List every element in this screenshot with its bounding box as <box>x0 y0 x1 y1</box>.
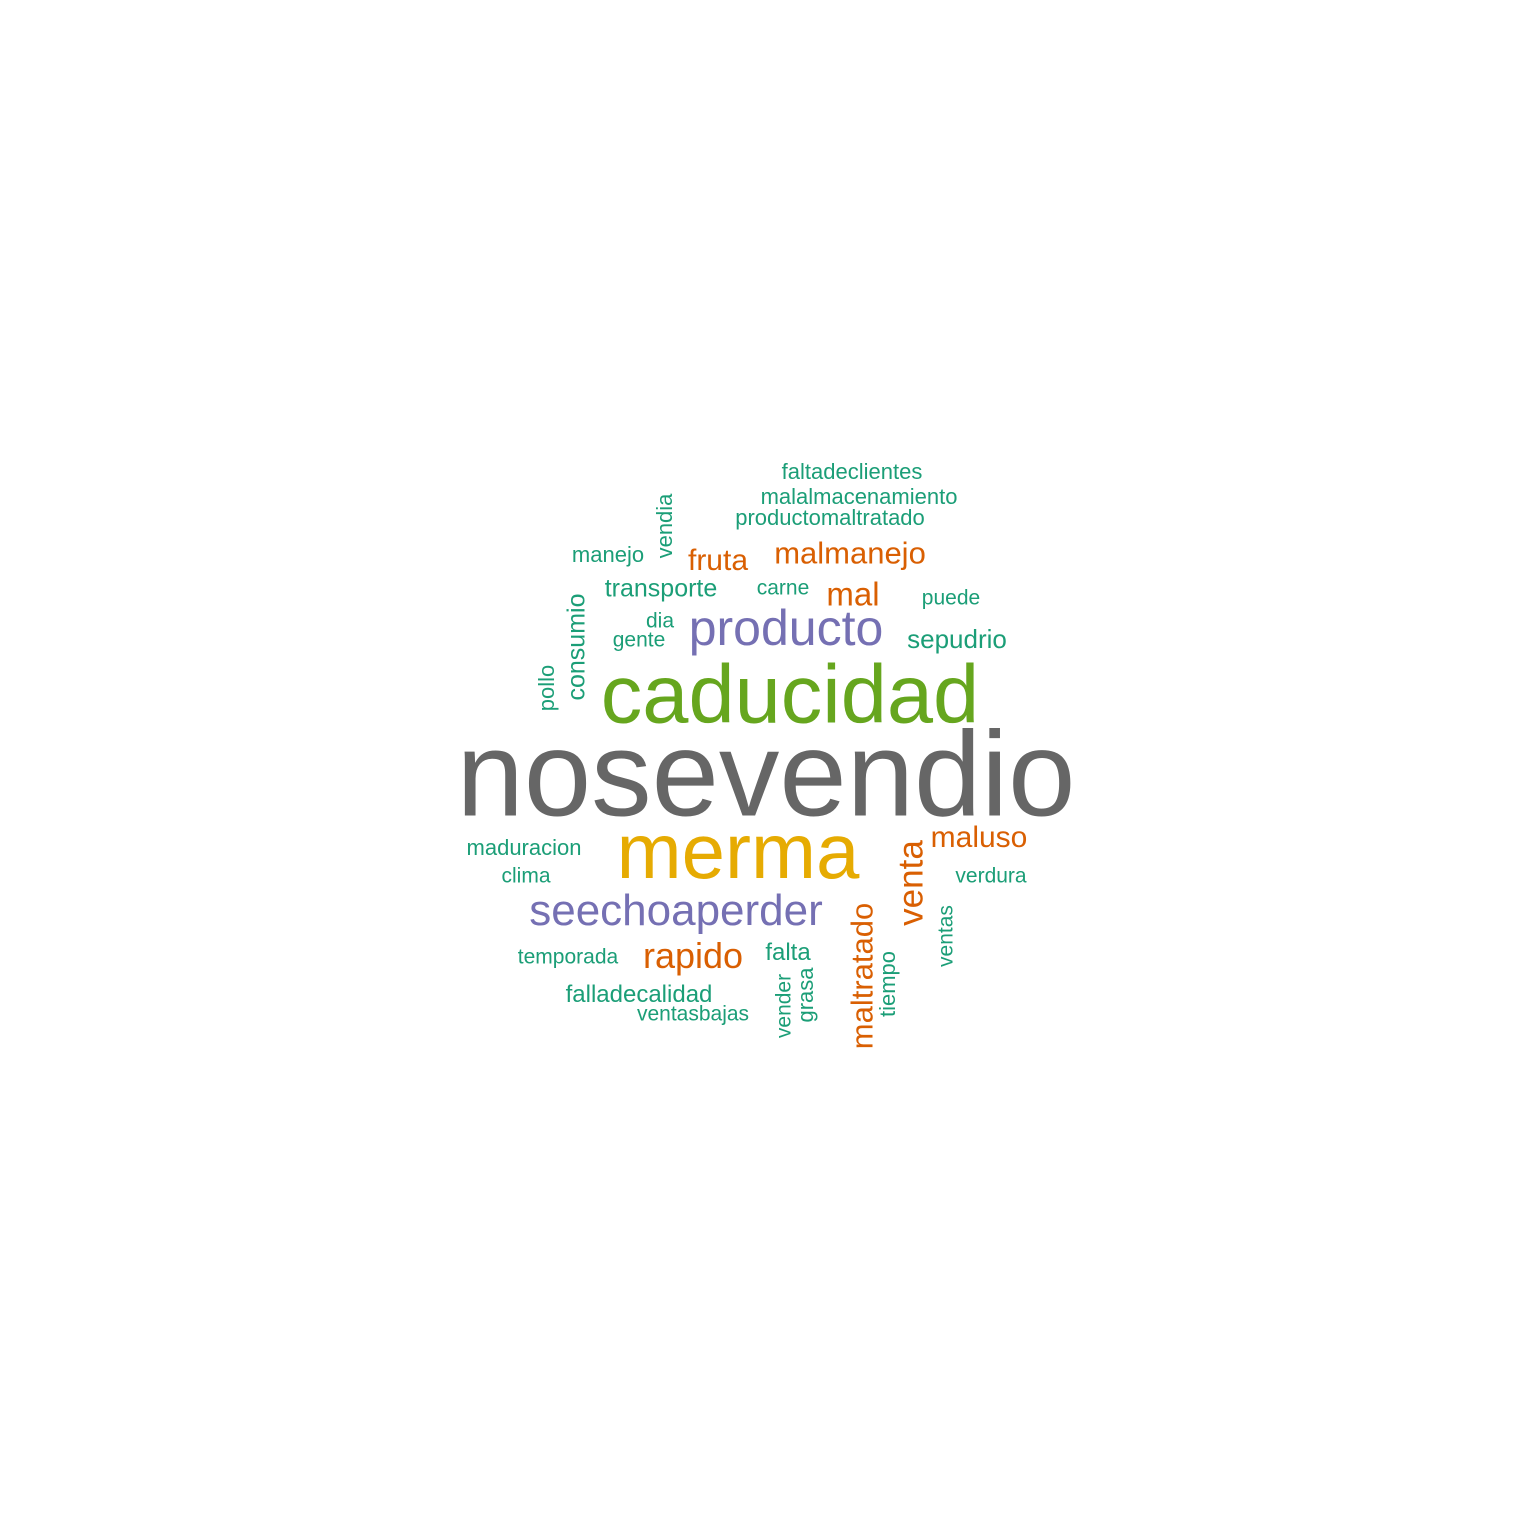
word-carne: carne <box>756 576 810 600</box>
word-sepudrio: sepudrio <box>907 624 1007 654</box>
word-temporada: temporada <box>517 945 619 969</box>
word-productomaltratado: productomaltratado <box>735 505 925 530</box>
word-merma: merma <box>616 807 860 895</box>
word-consumio: consumio <box>562 593 591 701</box>
word-ventas: ventas <box>934 905 958 967</box>
word-fruta: fruta <box>687 544 749 577</box>
word-falladecalidad: falladecalidad <box>565 981 713 1008</box>
word-gente: gente <box>612 628 666 652</box>
word-venta: venta <box>891 840 931 926</box>
word-caducidad: caducidad <box>600 647 980 741</box>
word-falta: falta <box>765 939 811 966</box>
word-nosevendio: nosevendio <box>456 705 1076 842</box>
word-transporte: transporte <box>604 574 718 603</box>
word-ventasbajas: ventasbajas <box>636 1002 750 1026</box>
word-maduracion: maduracion <box>466 835 582 860</box>
word-rapido: rapido <box>642 935 744 976</box>
word-vendia: vendia <box>652 493 677 559</box>
word-malmanejo: malmanejo <box>774 535 926 571</box>
word-producto: producto <box>688 600 884 656</box>
word-pollo: pollo <box>534 664 559 712</box>
word-mal: mal <box>826 575 880 613</box>
word-tiempo: tiempo <box>875 950 900 1018</box>
word-vender: vender <box>772 973 796 1039</box>
word-maluso: maluso <box>930 821 1028 854</box>
word-maltratado: maltratado <box>844 902 880 1050</box>
word-malalmacenamiento: malalmacenamiento <box>760 484 958 509</box>
word-manejo: manejo <box>571 542 645 567</box>
word-seechoaperder: seechoaperder <box>529 886 823 935</box>
word-faltadeclientes: faltadeclientes <box>781 459 923 484</box>
word-grasa: grasa <box>793 967 818 1023</box>
word-dia: dia <box>645 609 675 633</box>
word-verdura: verdura <box>955 864 1027 888</box>
word-clima: clima <box>501 864 551 888</box>
word-puede: puede <box>921 586 981 610</box>
